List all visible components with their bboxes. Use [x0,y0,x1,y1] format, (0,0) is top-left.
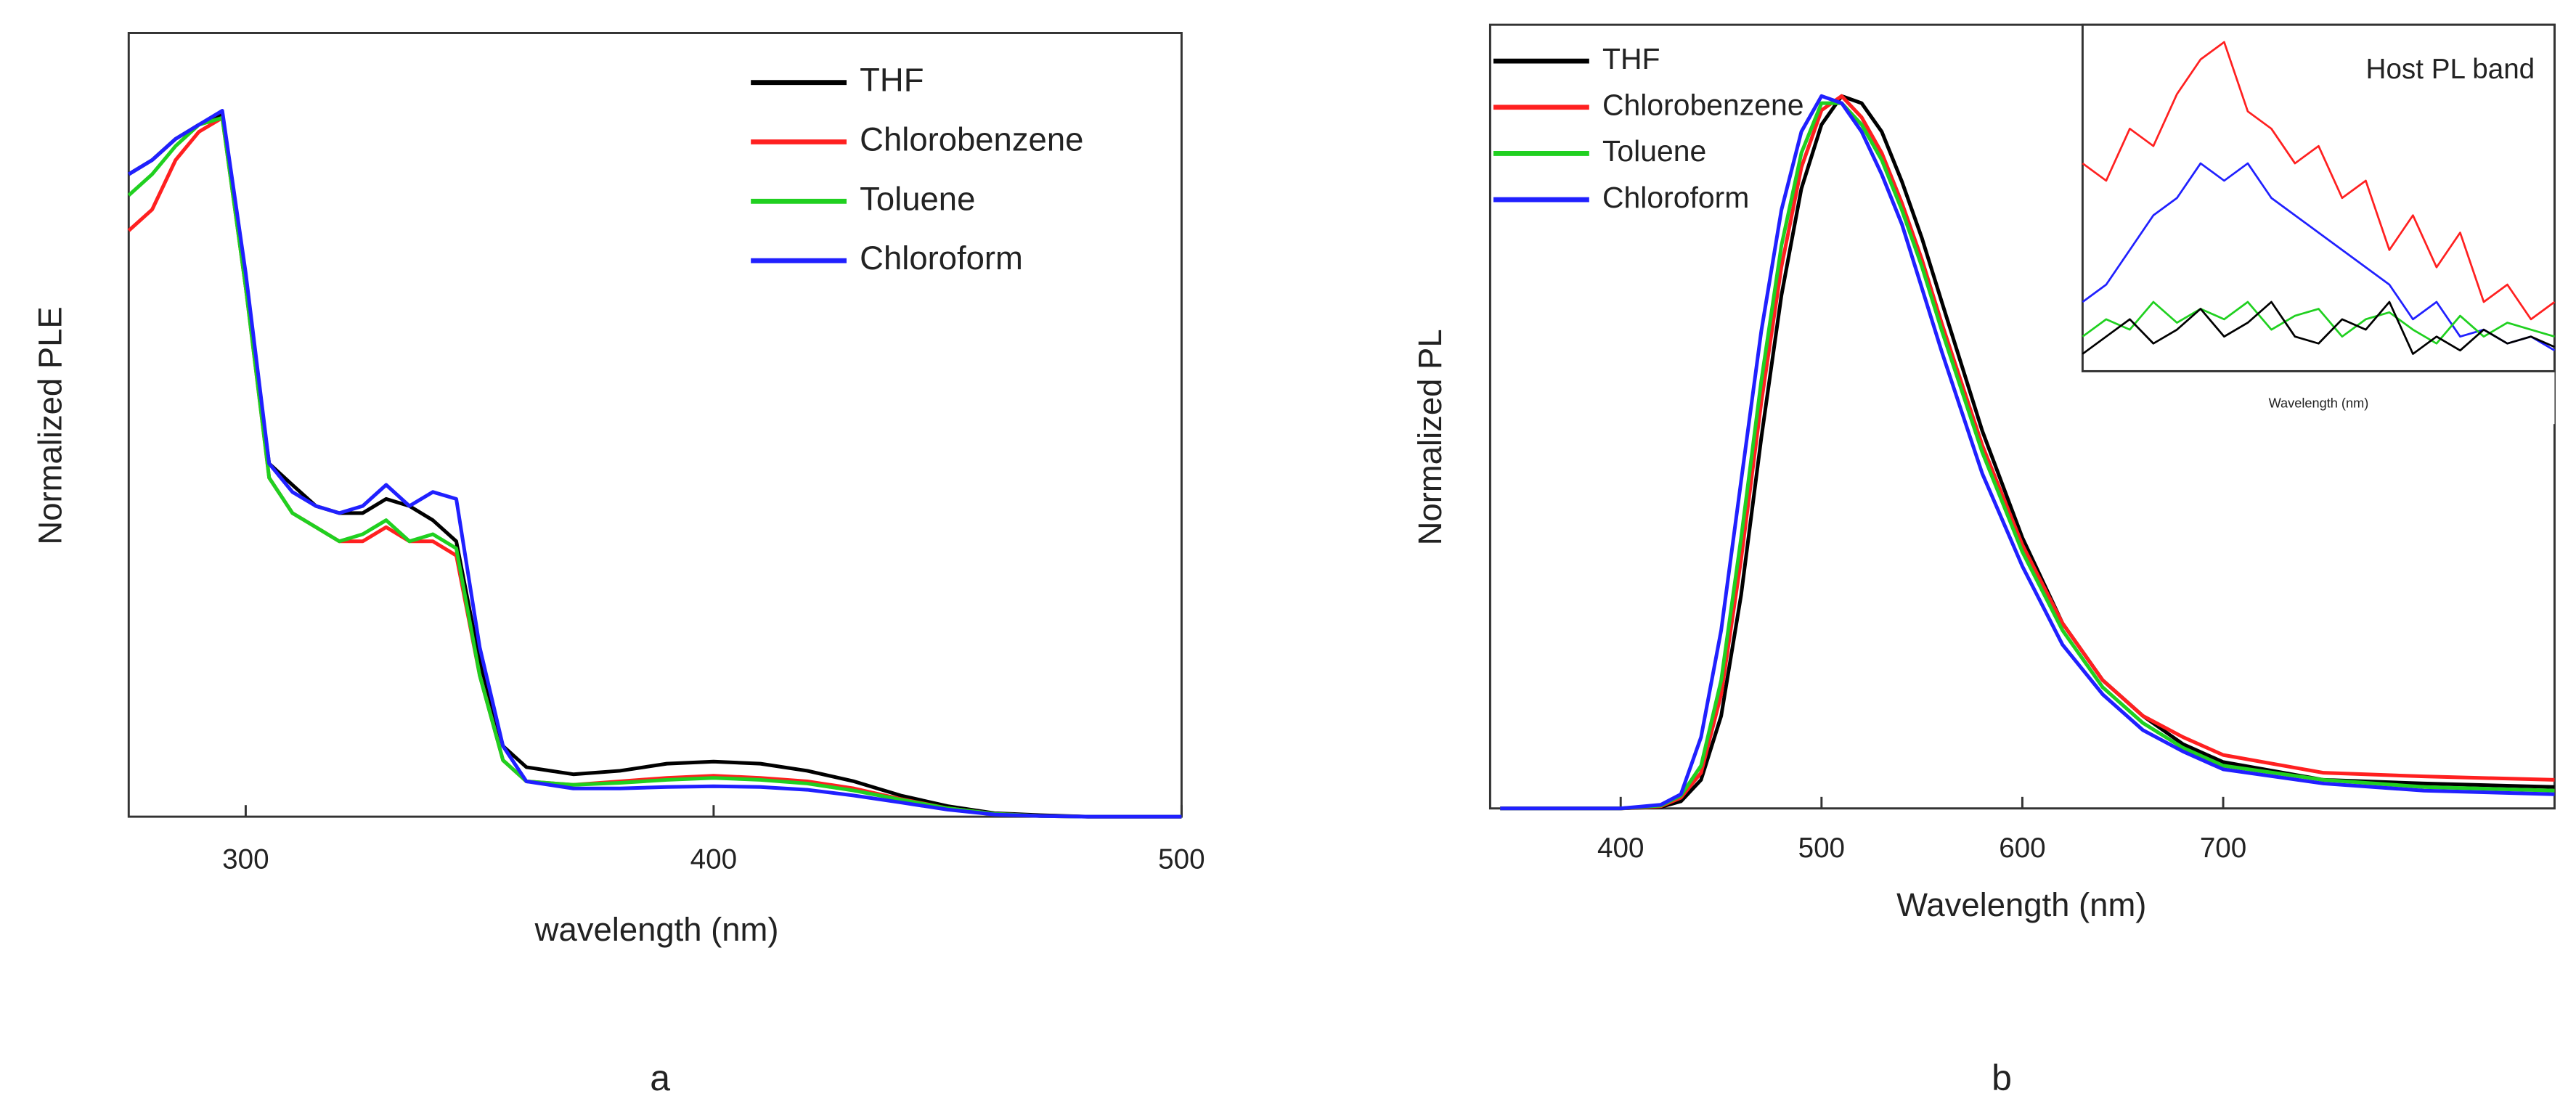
series-line [127,115,1182,819]
series-line [127,112,1182,819]
panel-caption: b [1992,1058,2012,1098]
x-axis-label: Wavelength (nm) [2269,396,2369,411]
series-line [2082,162,2556,351]
series-line [127,115,1182,819]
panel-caption: a [650,1058,670,1098]
series-line [1500,101,2555,811]
x-tick-label: 300 [222,844,269,875]
x-axis-label: wavelength (nm) [534,911,779,948]
x-tick-label: 600 [1999,833,2045,864]
legend-label: Toluene [860,180,975,217]
x-tick-label: 700 [2200,833,2246,864]
plot-frame [2081,23,2556,372]
series-line [2082,301,2555,345]
inset-background [2082,25,2555,425]
legend-label: Toluene [1602,134,1706,168]
y-axis-label: Normalized PL [1411,329,1448,545]
series-line [1500,94,2555,811]
series-line [2082,41,2556,321]
legend-label: Chloroform [1602,181,1749,214]
plot-frame [127,32,1183,818]
x-tick-label: 500 [1798,833,1845,864]
series-line [2082,301,2556,355]
series-line [1500,94,2555,811]
legend-label: Chlorobenzene [860,121,1083,158]
y-axis-label: Normalized PLE [32,306,69,544]
legend-label: Chloroform [860,240,1023,277]
legend-label: THF [1602,42,1660,75]
x-tick-label: 400 [690,844,737,875]
series-line [127,109,1182,819]
x-tick-label: 400 [1597,833,1644,864]
legend-label: Chlorobenzene [1602,89,1803,122]
legend-label: THF [860,62,924,99]
inset-title: Host PL band [2366,54,2535,85]
series-line [1500,94,2555,811]
x-tick-label: 500 [1158,844,1205,875]
x-axis-label: Wavelength (nm) [1896,886,2146,923]
